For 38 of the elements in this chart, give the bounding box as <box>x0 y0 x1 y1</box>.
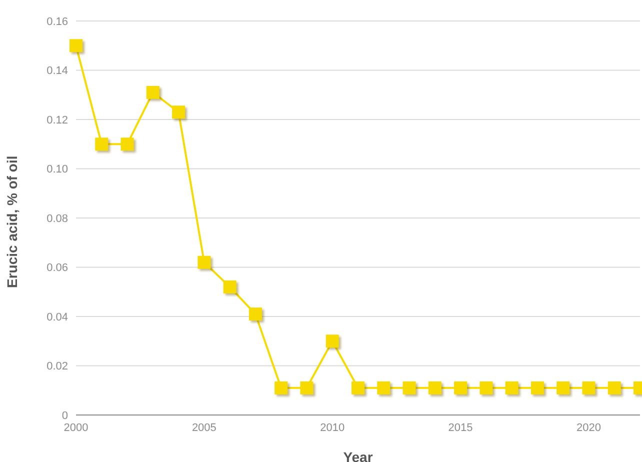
point <box>248 308 262 321</box>
x-axis-title: Year <box>343 449 374 462</box>
point <box>300 381 314 394</box>
point <box>274 381 288 394</box>
x-tick-label: 2000 <box>64 422 88 434</box>
y-tick-label: 0.14 <box>46 65 68 78</box>
y-axis-title: Erucic acid, % of oil <box>4 156 20 288</box>
point <box>326 334 339 348</box>
point <box>352 381 364 394</box>
y-tick-label: 0.16 <box>46 16 68 28</box>
x-tick-label: 2005 <box>192 422 216 434</box>
point <box>530 381 544 394</box>
point <box>582 381 596 394</box>
y-tick-label: 0 <box>62 410 68 422</box>
point <box>70 39 82 52</box>
point <box>120 138 134 151</box>
point <box>454 381 468 394</box>
point <box>556 381 570 394</box>
point <box>428 381 442 394</box>
y-tick-label: 0.06 <box>46 262 68 274</box>
point <box>146 86 160 99</box>
y-tick-label: 0.04 <box>46 311 68 324</box>
point <box>480 381 493 394</box>
x-tick-label: 2010 <box>320 422 345 434</box>
point <box>172 106 186 119</box>
point <box>95 138 108 151</box>
x-tick-label: 2015 <box>448 422 473 434</box>
point <box>608 381 621 394</box>
y-tick-label: 0.08 <box>46 212 68 225</box>
point <box>198 256 211 269</box>
point <box>223 280 236 294</box>
y-tick-label: 0.10 <box>46 164 68 176</box>
x-tick-label: 2020 <box>576 422 601 434</box>
point <box>402 381 416 394</box>
point <box>377 381 390 394</box>
point <box>505 381 518 394</box>
y-tick-label: 0.02 <box>46 360 68 373</box>
y-tick-label: 0.12 <box>46 114 68 126</box>
